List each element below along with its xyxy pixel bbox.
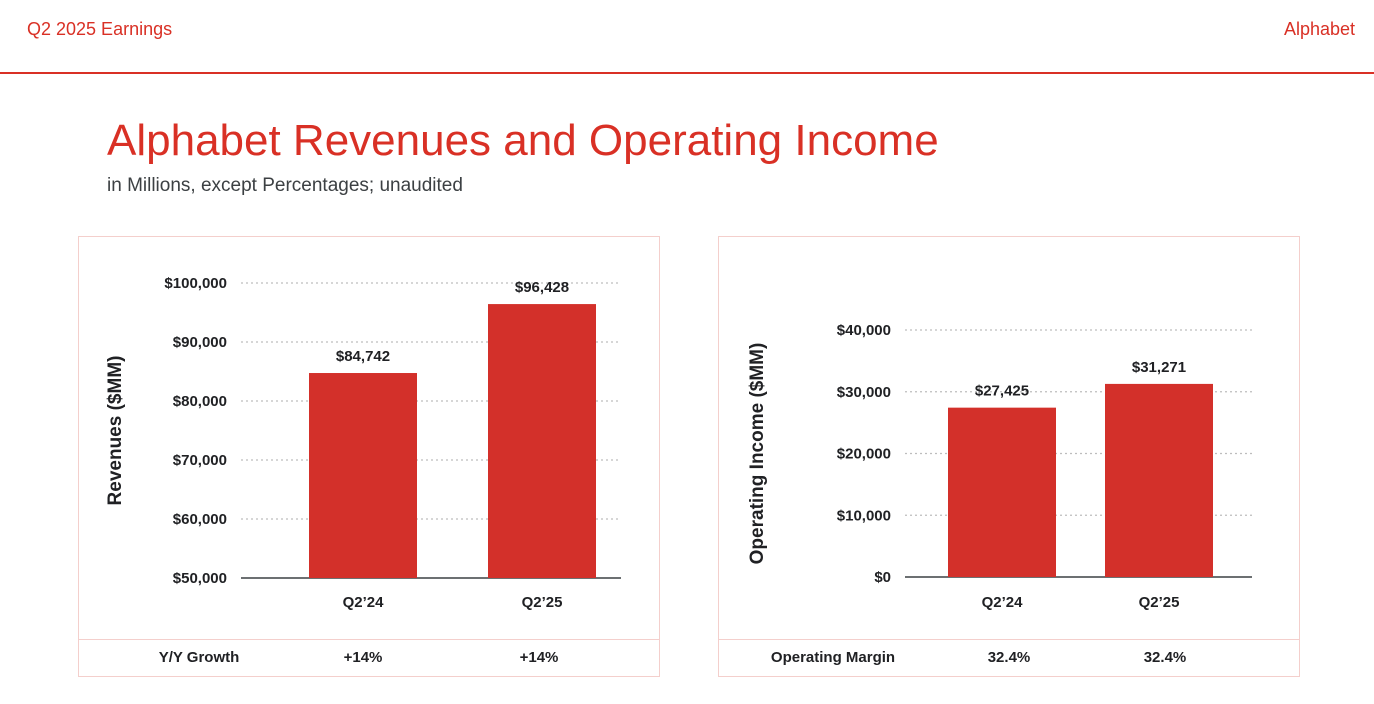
data-label: $31,271 — [1132, 359, 1186, 376]
x-tick-label: Q2’25 — [522, 594, 563, 611]
y-tick-label: $10,000 — [837, 507, 891, 524]
operating-income-chart: $0 $10,000 $20,000 $30,000 $40,000 $27,425 Q2’… — [747, 322, 1252, 611]
data-label: $27,425 — [975, 383, 1029, 400]
bar — [948, 407, 1056, 577]
y-tick-label: $60,000 — [173, 511, 227, 528]
data-label: $84,742 — [336, 348, 390, 365]
footer-label: Operating Margin — [770, 649, 896, 666]
y-tick-label: $20,000 — [837, 446, 891, 463]
y-tick-label: $0 — [874, 569, 891, 586]
footer-value: 32.4% — [987, 649, 1031, 666]
bar — [309, 373, 417, 578]
data-label: $96,428 — [515, 279, 569, 296]
header-divider — [0, 72, 1374, 74]
brand-logo-text: Alphabet — [1283, 19, 1355, 39]
y-tick-label: $50,000 — [173, 570, 227, 587]
footer-value: +14% — [343, 649, 383, 666]
report-label: Q2 2025 Earnings — [27, 19, 173, 39]
bar — [1105, 383, 1213, 577]
operating-income-chart-panel: $0 $10,000 $20,000 $30,000 $40,000 $27,425 Q2’… — [718, 236, 1300, 677]
revenues-chart-panel: $50,000 $60,000 $70,000 $80,000 $90,000 $100,… — [78, 236, 660, 677]
y-tick-label: $30,000 — [837, 384, 891, 401]
footer-label: Y/Y Growth — [158, 649, 240, 666]
revenues-footer-row: Y/Y Growth +14% +14% — [79, 639, 659, 678]
y-axis-title: Revenues ($MM) — [105, 356, 126, 506]
operating-income-footer-row: Operating Margin 32.4% 32.4% — [719, 639, 1299, 678]
y-tick-label: $40,000 — [837, 322, 891, 339]
footer-value: +14% — [519, 649, 559, 666]
y-tick-label: $70,000 — [173, 452, 227, 469]
revenues-chart: $50,000 $60,000 $70,000 $80,000 $90,000 $100,… — [105, 275, 621, 611]
y-tick-label: $80,000 — [173, 393, 227, 410]
x-tick-label: Q2’25 — [1139, 594, 1180, 611]
page-subtitle: in Millions, except Percentages; unaudit… — [107, 175, 463, 196]
y-axis-title: Operating Income ($MM) — [747, 343, 768, 565]
bar — [488, 304, 596, 578]
y-tick-label: $90,000 — [173, 334, 227, 351]
x-tick-label: Q2’24 — [343, 594, 385, 611]
y-tick-label: $100,000 — [164, 275, 227, 292]
footer-value: 32.4% — [1143, 649, 1187, 666]
x-tick-label: Q2’24 — [982, 594, 1024, 611]
page-title: Alphabet Revenues and Operating Income — [107, 116, 939, 165]
